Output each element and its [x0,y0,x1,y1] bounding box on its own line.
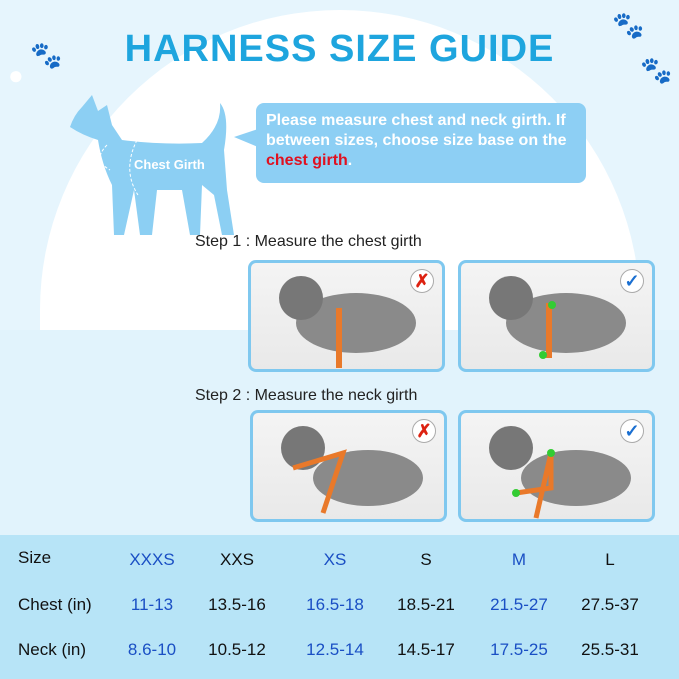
blue-check-icon: ✓ [620,419,644,443]
photo-chest-right: ✓ [458,260,655,372]
blue-check-icon: ✓ [620,269,644,293]
instruction-bubble: Please measure chest and neck girth. If … [234,103,586,183]
paw-icon: 🐾 [612,10,645,40]
paw-icon: 🐾 [640,55,673,85]
neck-cell: 14.5-17 [397,640,455,659]
paw-icon: ● [8,60,24,90]
red-cross-icon: ✗ [412,419,436,443]
chest-cell: 16.5-18 [306,595,364,614]
size-cell: S [420,550,432,569]
neck-cell: 8.6-10 [127,640,177,659]
chest-girth-label: Chest Girth [134,157,205,172]
size-cell: XS [323,550,347,569]
chest-cell: 21.5-27 [490,595,548,614]
neck-cell: 10.5-12 [208,640,266,659]
photo-neck-right: ✓ [458,410,655,522]
neck-girth-label: Neck Girth [132,122,198,137]
step-1-label: Step 1 : Measure the chest girth [195,233,422,250]
size-cell: XXXS [129,550,175,569]
size-table: Size Chest (in) Neck (in) XXXS 11-13 8.6-1… [0,535,679,679]
instruction-text: Please measure chest and neck girth. If … [266,112,567,149]
photo-neck-wrong: ✗ [250,410,447,522]
chest-cell: 27.5-37 [581,595,639,614]
neck-row-label: Neck (in) [18,640,87,659]
step-2-label: Step 2 : Measure the neck girth [195,387,418,404]
neck-cell: 12.5-14 [306,640,364,659]
size-cell: M [511,550,527,569]
page-title: HARNESS SIZE GUIDE [124,28,555,70]
size-header: Size [18,548,52,567]
chest-cell: 13.5-16 [208,595,266,614]
chest-cell: 11-13 [130,595,174,614]
size-cell: L [605,550,615,569]
chest-cell: 18.5-21 [397,595,455,614]
size-cell: XXS [219,550,255,569]
neck-cell: 25.5-31 [581,640,639,659]
neck-cell: 17.5-25 [490,640,548,659]
instruction-end: . [347,152,353,169]
red-cross-icon: ✗ [410,269,434,293]
photo-chest-wrong: ✗ [248,260,445,372]
paw-icon: 🐾 [30,40,63,70]
dog-silhouette: Neck Girth Chest Girth [62,95,242,245]
chest-row-label: Chest (in) [18,595,92,614]
instruction-highlight: chest girth [266,152,348,169]
